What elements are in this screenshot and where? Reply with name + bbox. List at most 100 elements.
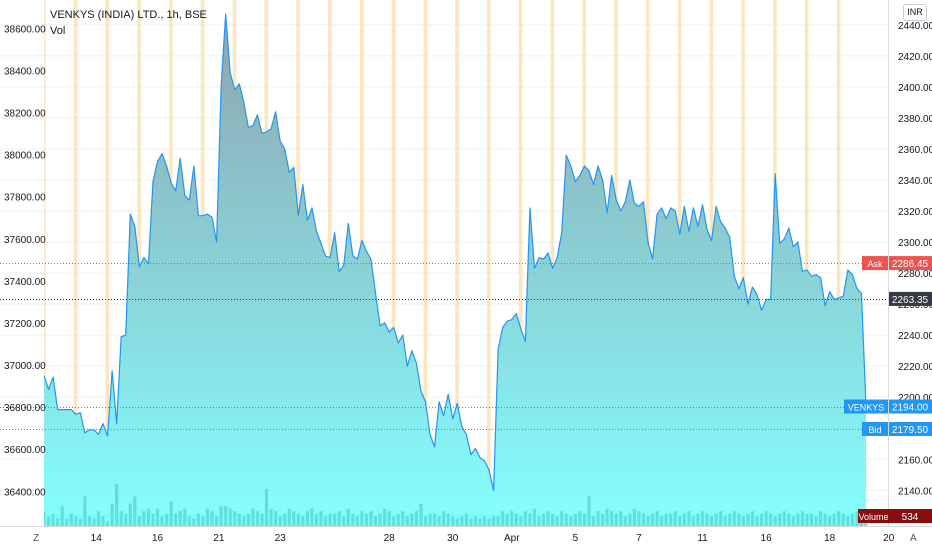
time-axis[interactable]: 14 16 21 23 28 30 Apr 5 7 11 16 18 20 [91, 533, 895, 544]
index-tick-label: 37200.00 [4, 319, 46, 330]
volume-bar [578, 511, 582, 526]
volume-bar [328, 513, 332, 526]
volume-bar [782, 511, 786, 526]
volume-bar [410, 513, 414, 526]
price-tag-box [889, 422, 932, 437]
volume-bar [850, 513, 854, 526]
volume-bar [669, 513, 673, 526]
volume-bar [482, 516, 487, 526]
volume-bar [137, 516, 141, 526]
volume-bar [478, 518, 482, 526]
volume-bar [660, 516, 664, 526]
price-tick-label: 2160.00 [898, 455, 932, 466]
volume-bar [805, 513, 809, 526]
index-tick-label: 36800.00 [4, 403, 46, 414]
volume-bar [310, 508, 314, 526]
volume-bar [537, 516, 541, 526]
price-tag-box [889, 256, 932, 271]
volume-bar [696, 513, 700, 526]
price-tick-label: 2420.00 [898, 52, 932, 63]
volume-bar [201, 516, 205, 526]
volume-bar [337, 511, 341, 526]
price-tick-label: 2300.00 [898, 238, 932, 249]
price-line-layer [44, 13, 867, 491]
index-tick-label: 38400.00 [4, 66, 46, 77]
price-tag-name: VENKYS [848, 403, 885, 413]
volume-bar [787, 513, 791, 526]
volume-bar [373, 516, 378, 526]
volume-bar [664, 513, 668, 526]
volume-bar [541, 513, 546, 526]
volume-bar [233, 511, 237, 526]
volume-bar [846, 516, 850, 526]
volume-bar [192, 518, 196, 526]
volume-bar [423, 516, 428, 526]
price-lines [0, 263, 888, 430]
volume-bar [342, 516, 346, 526]
volume-bar [769, 513, 773, 526]
session-band [836, 0, 841, 526]
price-tick-label: 2380.00 [898, 114, 932, 125]
volume-bar [264, 488, 269, 526]
volume-bar [346, 508, 350, 526]
price-tick-label: 2200.00 [898, 393, 932, 404]
volume-bar [65, 518, 69, 526]
volume-bar [446, 513, 450, 526]
volume-bar [705, 513, 709, 526]
volume-bar [605, 508, 609, 526]
price-tag-name: Bid [868, 425, 881, 435]
volume-bar [351, 513, 355, 526]
volume-legend[interactable]: Vol [50, 25, 66, 37]
session-band [105, 0, 110, 526]
time-tick-label: Apr [504, 533, 520, 544]
price-area [44, 13, 866, 526]
volume-bar [678, 516, 682, 526]
currency-badge[interactable]: INR [903, 4, 927, 21]
time-tick-label: 18 [824, 533, 836, 544]
volume-bar [287, 508, 291, 526]
time-tick-label: 21 [213, 533, 225, 544]
volume-bar [169, 501, 173, 526]
price-tick-label: 2440.00 [898, 21, 932, 32]
symbol-title[interactable]: VENKYS (INDIA) LTD., 1h, BSE [50, 9, 207, 21]
volume-bar [74, 516, 78, 526]
price-axis[interactable]: 2140.002160.002180.002200.002220.002240.… [898, 21, 932, 497]
volume-bar [183, 508, 187, 526]
index-tick-label: 37400.00 [4, 277, 46, 288]
price-tag-name-box [862, 422, 888, 437]
auto-scale-button[interactable]: A [910, 533, 917, 544]
volume-bar [151, 513, 155, 526]
volume-bar [823, 513, 827, 526]
volume-bar [773, 516, 777, 526]
volume-bar [432, 513, 437, 526]
time-tick-label: 7 [636, 533, 642, 544]
volume-bar [305, 511, 310, 526]
volume-bar [69, 513, 73, 526]
time-tick-label: 16 [152, 533, 164, 544]
volume-bar [133, 496, 137, 526]
volume-bar [492, 516, 496, 526]
volume-bar [428, 513, 432, 526]
volume-bar [746, 513, 750, 526]
volume-bar [319, 511, 323, 526]
session-band [423, 0, 427, 526]
index-tick-label: 37800.00 [4, 193, 46, 204]
time-tick-label: 20 [883, 533, 895, 544]
volume-tag-value: 534 [902, 512, 919, 523]
volume-bar [237, 513, 241, 526]
volume-bar [165, 513, 169, 526]
volume-bar [401, 511, 405, 526]
volume-bar [278, 516, 282, 526]
volume-bar [505, 513, 509, 526]
volume-bar [210, 511, 214, 526]
volume-bar [591, 516, 596, 526]
volume-bar [564, 513, 568, 526]
index-tick-label: 37600.00 [4, 235, 46, 246]
volume-bar [178, 511, 182, 526]
volume-bar [814, 516, 818, 526]
volume-bar [269, 508, 273, 526]
volume-bar [314, 513, 319, 526]
volume-bar [396, 513, 400, 526]
volume-bar [496, 516, 500, 526]
zoom-button[interactable]: Z [33, 533, 40, 544]
